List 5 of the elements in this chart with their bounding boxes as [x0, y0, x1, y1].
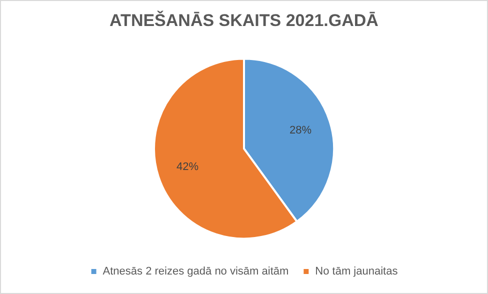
legend-label: No tām jaunaitas [315, 266, 398, 278]
chart-title: ATNEŠANĀS SKAITS 2021.GADĀ [110, 10, 378, 30]
legend-label: Atnesās 2 reizes gadā no visām aitām [102, 266, 289, 278]
data-label: 42% [176, 161, 199, 174]
data-label: 28% [289, 124, 312, 136]
